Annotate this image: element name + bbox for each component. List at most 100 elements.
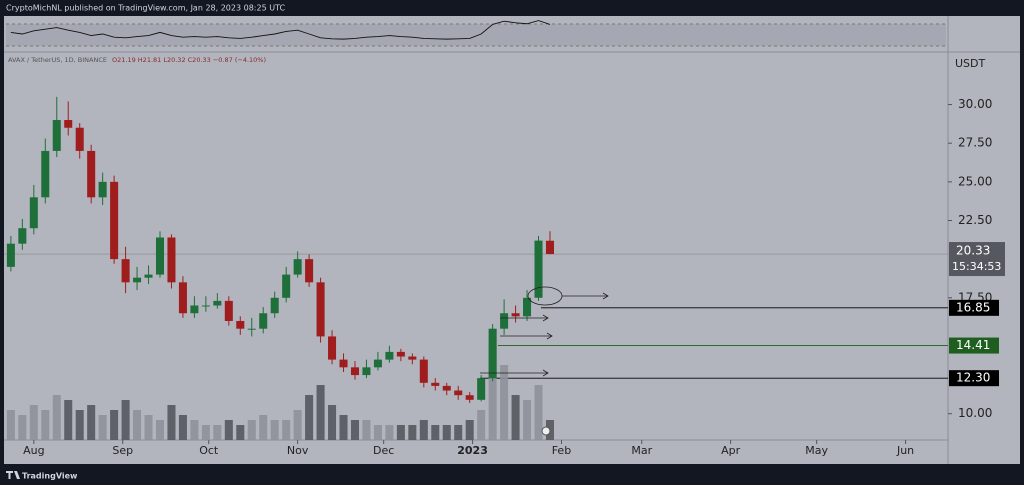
candle-body	[29, 197, 38, 229]
candle-body	[488, 328, 497, 379]
candle-body	[98, 181, 107, 198]
candle-body	[534, 240, 543, 298]
volume-bar	[500, 365, 509, 440]
arrow	[480, 369, 549, 377]
candle-body	[201, 305, 210, 307]
volume-bar	[87, 405, 96, 440]
candle-body	[52, 120, 61, 151]
x-tick-label: Mar	[631, 444, 652, 457]
x-tick-label: Jun	[896, 444, 914, 457]
volume-bar	[396, 425, 405, 440]
last-price-label: 20.33	[956, 244, 990, 258]
volume-bar	[178, 415, 187, 440]
logo	[6, 471, 20, 479]
candle-body	[133, 277, 142, 283]
volume-bar	[270, 420, 279, 440]
last-price-box	[949, 242, 1005, 277]
volume-bar	[155, 420, 165, 440]
volume-bar	[64, 400, 73, 440]
y-unit: USDT	[955, 57, 986, 70]
volume-bar	[328, 405, 337, 440]
candle-body	[282, 274, 291, 298]
candle-body	[293, 259, 302, 275]
candle-body	[328, 336, 337, 360]
level-label-box	[949, 370, 999, 387]
volume-bar	[247, 420, 256, 440]
volume-bar	[293, 410, 302, 440]
x-tick-label: 2023	[457, 444, 488, 457]
candle-body	[545, 240, 554, 255]
level-label-box	[949, 337, 999, 354]
candle-body	[18, 228, 27, 244]
level-label-box	[949, 299, 999, 316]
y-tick-label: 30.00	[958, 97, 992, 111]
volume-bar	[121, 400, 130, 440]
x-tick-label: Aug	[23, 444, 44, 457]
y-tick-label: 22.50	[958, 213, 992, 227]
candle-body	[41, 150, 50, 198]
footer: TradingView	[22, 472, 78, 481]
candle-body	[110, 181, 119, 260]
annotations	[480, 286, 609, 377]
volume-bar	[144, 415, 153, 440]
volume-bar	[408, 425, 417, 440]
candle-body	[224, 300, 233, 321]
candle-body	[178, 282, 187, 314]
candle-body	[305, 259, 314, 283]
header: CryptoMichNL published on TradingView.co…	[6, 4, 285, 13]
volume-bar	[511, 395, 520, 440]
volume-bar	[488, 340, 497, 440]
volume-bar	[385, 425, 394, 440]
candle-body	[350, 367, 360, 376]
candle-body	[523, 297, 532, 317]
volume-bar	[18, 415, 27, 440]
volume-bar	[41, 410, 50, 440]
candle-body	[259, 313, 268, 329]
volume-bar	[419, 420, 428, 440]
candle-body	[167, 237, 176, 283]
candle-body	[87, 150, 96, 198]
candle-body	[190, 305, 199, 314]
x-tick-label: Apr	[721, 444, 741, 457]
candle-body	[454, 390, 463, 396]
volume-bar	[373, 425, 382, 440]
candle-body	[75, 127, 84, 151]
volume-bar	[431, 425, 440, 440]
x-tick-label: Oct	[199, 444, 219, 457]
volume-bar	[339, 415, 348, 440]
candle-body	[316, 282, 325, 337]
x-tick-label: Nov	[287, 444, 309, 457]
oscillator-band	[6, 24, 946, 46]
candle-body	[247, 328, 256, 330]
candle-body	[339, 359, 348, 368]
candle-body	[442, 385, 451, 391]
volume-bar	[98, 415, 107, 440]
countdown: 15:34:53	[952, 260, 1001, 273]
level-label: 16.85	[956, 300, 990, 314]
volume-bar	[534, 385, 543, 440]
volume-bar	[282, 420, 291, 440]
event-icon[interactable]	[541, 426, 551, 436]
x-tick-label: Dec	[373, 444, 394, 457]
candle-body	[121, 259, 130, 283]
candle-body	[465, 395, 474, 400]
candle-body	[362, 367, 371, 376]
candle-body	[213, 300, 222, 306]
volume-bar	[305, 395, 314, 440]
volume-bar	[350, 420, 360, 440]
volume-bar	[259, 415, 268, 440]
x-tick-label: Sep	[112, 444, 133, 457]
candle-body	[511, 313, 520, 317]
level-label: 14.41	[956, 338, 990, 352]
candle-body	[155, 237, 165, 275]
candle-body	[270, 297, 279, 314]
candle-body	[431, 382, 440, 386]
candle-body	[477, 378, 486, 400]
arrow	[500, 314, 549, 322]
volume-bar	[442, 425, 451, 440]
candle-body	[396, 351, 405, 357]
y-tick-label: 10.00	[958, 406, 992, 420]
volume-bar	[236, 425, 245, 440]
candle-body	[373, 359, 382, 368]
